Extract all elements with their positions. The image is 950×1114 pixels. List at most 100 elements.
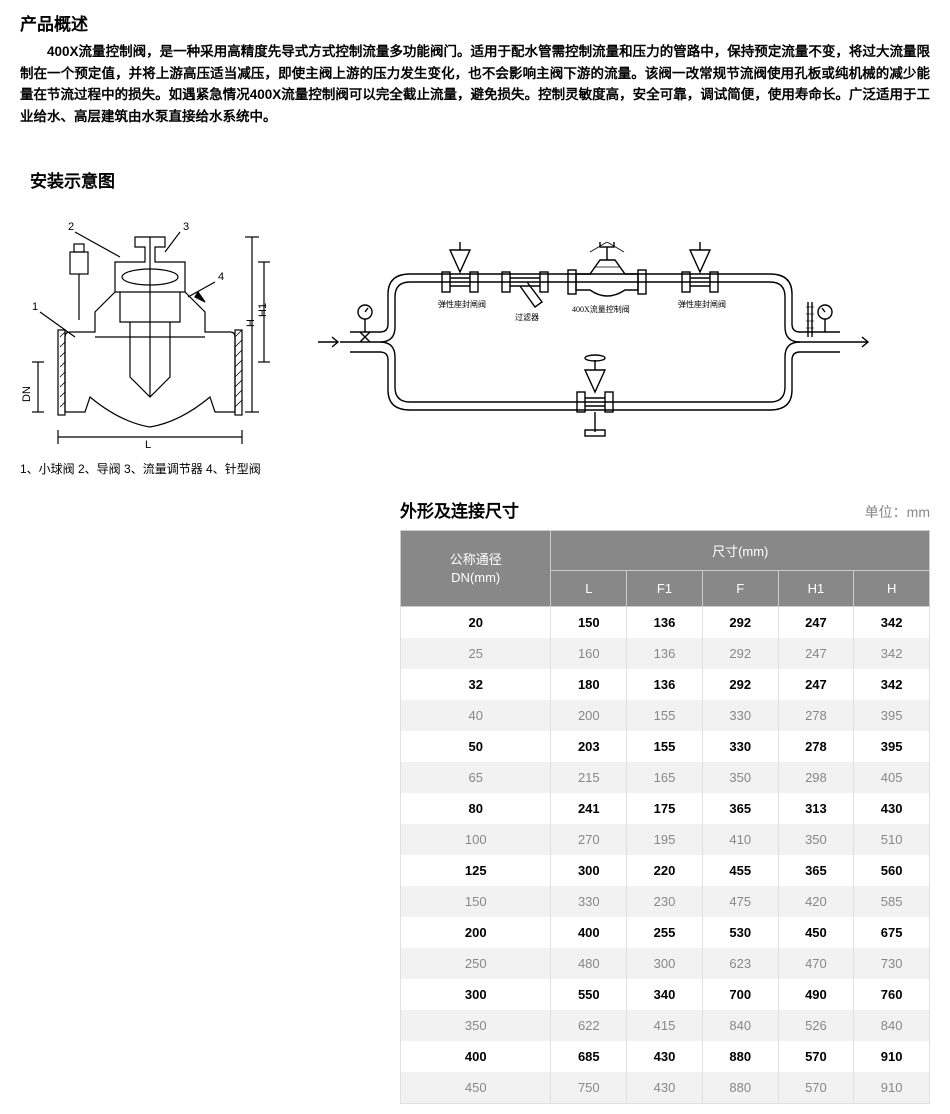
table-cell: 125 xyxy=(401,855,551,886)
label-4: 4 xyxy=(218,271,224,283)
table-cell: 700 xyxy=(702,979,778,1010)
table-cell: 450 xyxy=(778,917,854,948)
overview-section: 产品概述 400X流量控制阀，是一种采用高精度先导式方式控制流量多功能阀门。适用… xyxy=(20,10,930,127)
table-cell: 570 xyxy=(778,1072,854,1104)
table-cell: 220 xyxy=(627,855,703,886)
label-1: 1 xyxy=(32,301,38,313)
table-cell: 840 xyxy=(702,1010,778,1041)
table-cell: 230 xyxy=(627,886,703,917)
table-cell: 40 xyxy=(401,700,551,731)
table-cell: 278 xyxy=(778,731,854,762)
table-cell: 100 xyxy=(401,824,551,855)
table-cell: 250 xyxy=(401,948,551,979)
table-cell: 490 xyxy=(778,979,854,1010)
label-seal1: 弹性座封闸阀 xyxy=(438,299,486,309)
table-cell: 330 xyxy=(702,731,778,762)
th-col-l: L xyxy=(551,571,627,607)
table-row: 50203155330278395 xyxy=(401,731,930,762)
table-cell: 405 xyxy=(854,762,930,793)
table-cell: 195 xyxy=(627,824,703,855)
table-cell: 80 xyxy=(401,793,551,824)
dimensions-tbody: 2015013629224734225160136292247342321801… xyxy=(401,607,930,1104)
label-filter: 过滤器 xyxy=(515,312,539,322)
table-cell: 136 xyxy=(627,607,703,639)
table-row: 400685430880570910 xyxy=(401,1041,930,1072)
table-cell: 420 xyxy=(778,886,854,917)
table-cell: 150 xyxy=(401,886,551,917)
dimensions-unit: 单位：mm xyxy=(865,502,930,522)
table-row: 40200155330278395 xyxy=(401,700,930,731)
table-cell: 340 xyxy=(627,979,703,1010)
table-cell: 510 xyxy=(854,824,930,855)
table-cell: 400 xyxy=(551,917,627,948)
th-dn: 公称通径 DN(mm) xyxy=(401,531,551,607)
table-row: 25160136292247342 xyxy=(401,638,930,669)
table-header-row: 外形及连接尺寸 单位：mm xyxy=(400,497,930,522)
table-cell: 365 xyxy=(778,855,854,886)
table-row: 80241175365313430 xyxy=(401,793,930,824)
table-cell: 400 xyxy=(401,1041,551,1072)
table-cell: 560 xyxy=(854,855,930,886)
diagram-left-caption: 1、小球阀 2、导阀 3、流量调节器 4、针型阀 xyxy=(20,460,280,477)
table-row: 32180136292247342 xyxy=(401,669,930,700)
table-cell: 330 xyxy=(702,700,778,731)
table-cell: 395 xyxy=(854,700,930,731)
table-cell: 203 xyxy=(551,731,627,762)
table-cell: 840 xyxy=(854,1010,930,1041)
table-cell: 395 xyxy=(854,731,930,762)
table-cell: 750 xyxy=(551,1072,627,1104)
table-cell: 292 xyxy=(702,607,778,639)
table-cell: 910 xyxy=(854,1041,930,1072)
th-col-h1: H1 xyxy=(778,571,854,607)
table-cell: 760 xyxy=(854,979,930,1010)
table-cell: 150 xyxy=(551,607,627,639)
diagrams-row: 1 2 3 4 H H1 L DN 1、小球阀 2、导阀 3、流量调节器 4、针… xyxy=(20,222,930,477)
table-cell: 530 xyxy=(702,917,778,948)
table-cell: 247 xyxy=(778,607,854,639)
table-cell: 20 xyxy=(401,607,551,639)
table-cell: 300 xyxy=(401,979,551,1010)
table-cell: 50 xyxy=(401,731,551,762)
table-cell: 292 xyxy=(702,669,778,700)
table-cell: 200 xyxy=(401,917,551,948)
table-cell: 247 xyxy=(778,638,854,669)
table-row: 450750430880570910 xyxy=(401,1072,930,1104)
label-seal2: 弹性座封闸阀 xyxy=(678,299,726,309)
table-cell: 241 xyxy=(551,793,627,824)
table-cell: 685 xyxy=(551,1041,627,1072)
table-cell: 623 xyxy=(702,948,778,979)
table-cell: 410 xyxy=(702,824,778,855)
diagram-left-container: 1 2 3 4 H H1 L DN 1、小球阀 2、导阀 3、流量调节器 4、针… xyxy=(20,222,280,477)
label-2: 2 xyxy=(68,222,74,233)
table-cell: 255 xyxy=(627,917,703,948)
table-cell: 350 xyxy=(778,824,854,855)
overview-title: 产品概述 xyxy=(20,10,930,35)
table-cell: 32 xyxy=(401,669,551,700)
table-cell: 155 xyxy=(627,700,703,731)
install-title: 安装示意图 xyxy=(30,167,930,192)
label-l: L xyxy=(145,439,151,451)
table-cell: 160 xyxy=(551,638,627,669)
valve-cross-section-diagram: 1 2 3 4 H H1 L DN xyxy=(20,222,280,452)
table-cell: 25 xyxy=(401,638,551,669)
table-cell: 585 xyxy=(854,886,930,917)
table-cell: 342 xyxy=(854,638,930,669)
th-size: 尺寸(mm) xyxy=(551,531,930,571)
table-cell: 415 xyxy=(627,1010,703,1041)
label-dn: DN xyxy=(21,386,33,402)
table-cell: 526 xyxy=(778,1010,854,1041)
label-h1: H1 xyxy=(257,303,269,317)
dimensions-table: 公称通径 DN(mm) 尺寸(mm) LF1FH1H 2015013629224… xyxy=(400,530,930,1104)
table-cell: 350 xyxy=(702,762,778,793)
table-row: 100270195410350510 xyxy=(401,824,930,855)
th-col-h: H xyxy=(854,571,930,607)
table-cell: 200 xyxy=(551,700,627,731)
table-cell: 475 xyxy=(702,886,778,917)
table-row: 350622415840526840 xyxy=(401,1010,930,1041)
label-h: H xyxy=(245,319,257,327)
table-row: 200400255530450675 xyxy=(401,917,930,948)
table-cell: 342 xyxy=(854,669,930,700)
table-cell: 730 xyxy=(854,948,930,979)
table-cell: 365 xyxy=(702,793,778,824)
table-cell: 247 xyxy=(778,669,854,700)
